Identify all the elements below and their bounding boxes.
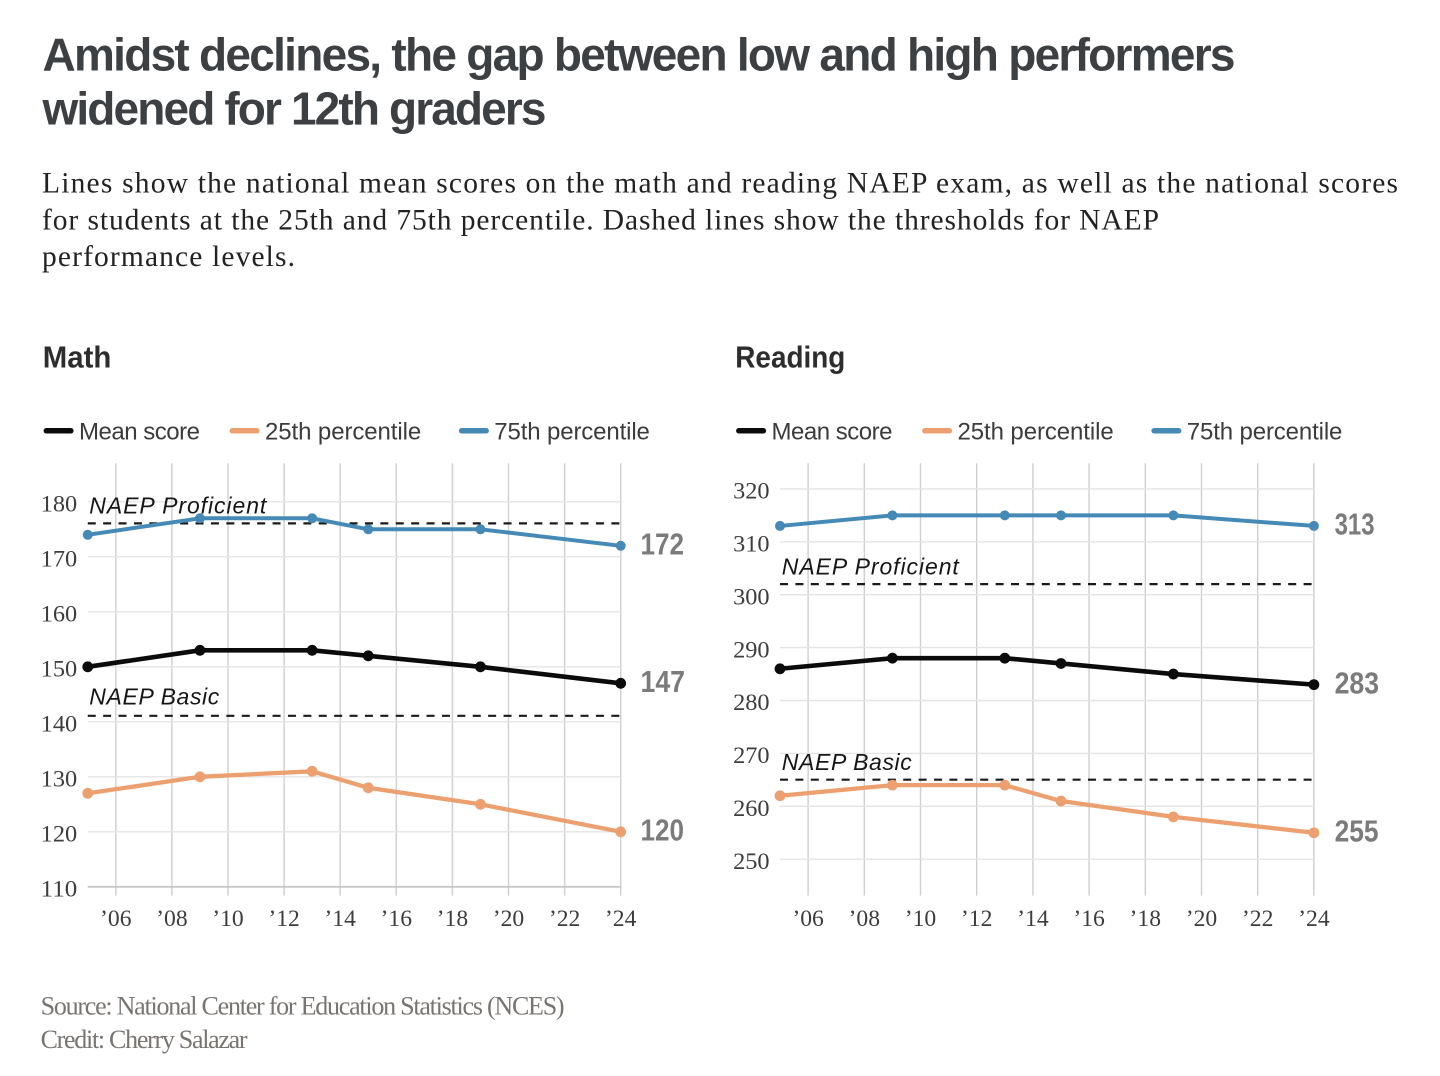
svg-text:25th percentile: 25th percentile	[265, 418, 421, 445]
svg-text:’20: ’20	[1186, 906, 1218, 931]
svg-text:25th percentile: 25th percentile	[958, 418, 1114, 445]
svg-text:performance levels.: performance levels.	[42, 241, 295, 273]
svg-text:Mean score: Mean score	[79, 418, 200, 445]
svg-text:’22: ’22	[1242, 906, 1274, 931]
svg-text:’16: ’16	[1073, 906, 1105, 931]
svg-text:147: 147	[641, 664, 686, 699]
svg-text:120: 120	[41, 822, 78, 847]
svg-text:140: 140	[41, 712, 78, 737]
svg-text:’22: ’22	[549, 906, 581, 931]
svg-text:280: 280	[733, 690, 770, 715]
svg-text:Math: Math	[43, 340, 112, 375]
svg-text:Reading: Reading	[735, 340, 845, 375]
svg-text:’20: ’20	[493, 906, 525, 931]
svg-text:310: 310	[733, 532, 770, 557]
svg-text:Source: National Center for Ed: Source: National Center for Education St…	[41, 992, 565, 1021]
svg-text:NAEP Basic: NAEP Basic	[89, 684, 220, 710]
svg-text:’14: ’14	[1017, 906, 1049, 931]
svg-text:172: 172	[641, 527, 685, 562]
svg-text:260: 260	[733, 796, 770, 821]
svg-text:Mean score: Mean score	[772, 418, 893, 445]
svg-text:270: 270	[733, 743, 770, 768]
svg-text:130: 130	[41, 767, 78, 792]
svg-text:150: 150	[41, 657, 78, 682]
svg-text:255: 255	[1335, 814, 1379, 849]
svg-text:313: 313	[1335, 507, 1375, 542]
svg-text:NAEP Proficient: NAEP Proficient	[89, 493, 268, 519]
svg-text:160: 160	[41, 602, 78, 627]
svg-text:Credit: Cherry Salazar: Credit: Cherry Salazar	[41, 1025, 248, 1054]
svg-text:170: 170	[41, 547, 78, 572]
svg-text:NAEP Proficient: NAEP Proficient	[782, 553, 961, 579]
svg-text:’24: ’24	[1298, 906, 1330, 931]
svg-text:NAEP Basic: NAEP Basic	[782, 749, 913, 775]
svg-text:’24: ’24	[605, 906, 637, 931]
svg-text:’12: ’12	[961, 906, 993, 931]
svg-text:180: 180	[41, 492, 78, 517]
svg-text:’18: ’18	[437, 906, 469, 931]
svg-text:’12: ’12	[268, 906, 300, 931]
svg-text:300: 300	[733, 584, 770, 609]
svg-text:Lines show the national mean s: Lines show the national mean scores on t…	[42, 167, 1398, 199]
svg-text:for students at the 25th and 7: for students at the 25th and 75th percen…	[42, 205, 1159, 237]
svg-text:75th percentile: 75th percentile	[494, 418, 650, 445]
svg-text:110: 110	[41, 877, 78, 902]
svg-text:250: 250	[733, 849, 770, 874]
svg-text:75th percentile: 75th percentile	[1187, 418, 1343, 445]
svg-text:120: 120	[641, 813, 685, 848]
svg-text:283: 283	[1335, 665, 1380, 700]
svg-text:’16: ’16	[381, 906, 413, 931]
svg-text:’14: ’14	[324, 906, 356, 931]
svg-text:’10: ’10	[212, 906, 244, 931]
svg-text:Amidst declines, the gap betwe: Amidst declines, the gap between low and…	[43, 28, 1236, 80]
svg-text:290: 290	[733, 637, 770, 662]
svg-text:’08: ’08	[156, 906, 188, 931]
svg-text:’06: ’06	[100, 906, 132, 931]
svg-text:’10: ’10	[905, 906, 937, 931]
svg-text:’08: ’08	[849, 906, 881, 931]
svg-text:320: 320	[733, 479, 770, 504]
svg-text:widened for 12th graders: widened for 12th graders	[42, 83, 547, 135]
svg-text:’18: ’18	[1130, 906, 1162, 931]
svg-text:’06: ’06	[792, 906, 824, 931]
